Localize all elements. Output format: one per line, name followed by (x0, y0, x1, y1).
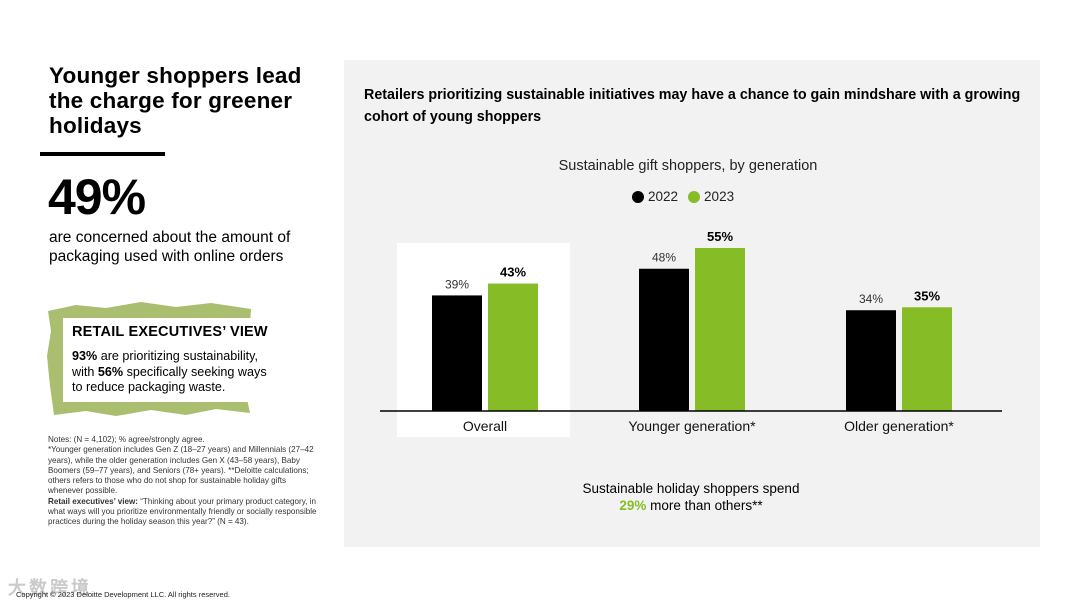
exec-stat-1: 93% (72, 349, 98, 363)
legend-swatch-2022 (632, 190, 644, 203)
bar-2023-1 (695, 248, 745, 411)
copyright: Copyright © 2023 Deloitte Development LL… (16, 590, 230, 599)
legend-item-2022: 2022 (632, 189, 678, 204)
chart-legend: 2022 2023 (632, 189, 744, 204)
data-label-2022-0: 39% (445, 277, 469, 291)
exec-stat-2: 56% (97, 364, 124, 379)
legend-label-2023: 2023 (704, 189, 735, 204)
legend-label-2022: 2022 (648, 189, 679, 204)
bar-2023-2 (902, 307, 952, 411)
footer-line-2-wrap: 29% more than others** (344, 497, 1038, 514)
bar-2023-0 (488, 283, 538, 411)
data-label-2023-1: 55% (707, 229, 733, 244)
headline-divider (40, 152, 165, 156)
category-label-0: Overall (463, 418, 507, 434)
category-label-1: Younger generation* (628, 418, 756, 434)
notes-exec-text: “Thinking about your primary product cat… (48, 496, 317, 527)
data-label-2023-2: 35% (914, 288, 940, 303)
big-stat-description: are concerned about the amount of packag… (49, 229, 291, 265)
notes-line-2: *Younger generation includes Gen Z (18–2… (48, 445, 314, 496)
footer-stat: Sustainable holiday shoppers spend 29% m… (344, 480, 1038, 514)
executives-view-card (63, 318, 277, 402)
notes: Notes: (N = 4,102); % agree/strongly agr… (48, 435, 323, 528)
executives-view-text: 93% are prioritizing sustainability, wit… (72, 349, 277, 396)
bar-2022-2 (846, 310, 896, 411)
page-headline: Younger shoppers lead the charge for gre… (49, 63, 302, 138)
category-label-2: Older generation* (844, 418, 954, 434)
bar-2022-1 (639, 268, 689, 411)
watermark: 大数跨境 (8, 578, 92, 598)
legend-swatch-2023 (688, 190, 701, 203)
footer-highlight-stat: 29% (619, 498, 647, 513)
exec-text-2: specifically seeking ways to reduce pack… (72, 364, 267, 395)
bar-2022-0 (432, 295, 482, 411)
exec-text-1: are prioritizing sustainability, with (72, 349, 258, 379)
footer-line-2: more than others** (646, 498, 763, 513)
executives-view-title: RETAIL EXECUTIVES’ VIEW (72, 324, 268, 340)
chart-title: Sustainable gift shoppers, by generation (558, 158, 818, 174)
data-label-2022-2: 34% (859, 292, 883, 306)
data-label-2023-0: 43% (500, 265, 526, 280)
notes-exec: Retail executives’ view: “Thinking about… (48, 497, 323, 528)
legend-item-2023: 2023 (688, 189, 734, 204)
big-stat: 49% (48, 169, 146, 225)
data-label-2022-1: 48% (652, 251, 676, 265)
notes-line-1: Notes: (N = 4,102); % agree/strongly agr… (48, 435, 205, 444)
footer-line-1: Sustainable holiday shoppers spend (582, 481, 800, 496)
panel-title: Retailers prioritizing sustainable initi… (364, 87, 1021, 125)
notes-exec-label: Retail executives’ view: (48, 496, 138, 506)
highlight-overall-backdrop (397, 243, 570, 437)
